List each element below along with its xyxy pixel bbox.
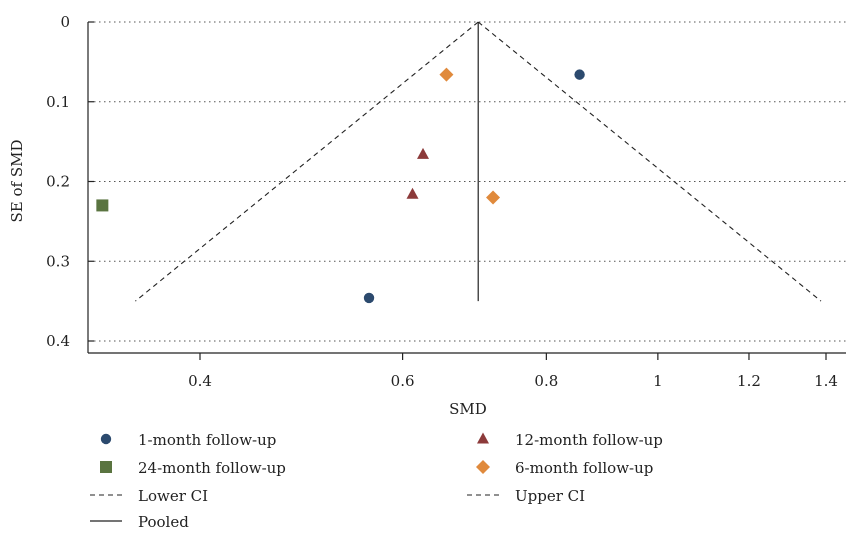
data-point-diamond — [486, 190, 501, 205]
x-tick-label: 1.4 — [814, 372, 838, 390]
legend-label: Lower CI — [138, 487, 208, 505]
legend-item: Pooled — [90, 513, 189, 531]
x-tick-label: 1.2 — [737, 372, 761, 390]
axes — [87, 22, 846, 354]
data-point-triangle — [417, 147, 430, 159]
legend-item: Upper CI — [467, 487, 585, 505]
data-point-circle — [574, 69, 585, 80]
x-tick-label: 0.8 — [534, 372, 558, 390]
legend-label: 24-month follow-up — [138, 459, 286, 477]
y-tick-label: 0.2 — [46, 173, 70, 191]
funnel-lines — [135, 21, 822, 302]
x-ticks: 0.4 0.6 0.8 1 1.2 1.4 — [188, 353, 838, 390]
data-point-diamond — [439, 67, 454, 82]
y-ticks: 0 0.1 0.2 0.3 0.4 — [46, 13, 94, 350]
data-point-triangle — [406, 187, 419, 199]
legend: 1-month follow-up 12-month follow-up 24-mo… — [90, 431, 663, 531]
legend-label: 12-month follow-up — [515, 431, 663, 449]
legend-label: Upper CI — [515, 487, 585, 505]
legend-label: 1-month follow-up — [138, 431, 276, 449]
legend-swatch-triangle — [477, 432, 489, 444]
y-axis-title: SE of SMD — [8, 139, 26, 222]
x-tick-label: 0.6 — [391, 372, 415, 390]
legend-label: 6-month follow-up — [515, 459, 653, 477]
y-tick-label: 0 — [60, 13, 70, 31]
x-tick-label: 0.4 — [188, 372, 212, 390]
legend-swatch-diamond — [476, 460, 490, 474]
y-tick-label: 0.1 — [46, 93, 70, 111]
legend-item: 12-month follow-up — [477, 431, 663, 449]
y-tick-label: 0.3 — [46, 252, 70, 270]
data-point-square — [96, 199, 109, 212]
legend-item: 6-month follow-up — [476, 459, 653, 477]
gridlines — [94, 21, 846, 342]
legend-item: 1-month follow-up — [100, 431, 276, 449]
data-points — [96, 67, 585, 304]
data-point-circle — [363, 292, 375, 304]
lower-ci-line — [135, 21, 479, 302]
x-tick-label: 1 — [653, 372, 663, 390]
y-tick-label: 0.4 — [46, 332, 70, 350]
legend-swatch-square — [100, 461, 112, 473]
legend-label: Pooled — [138, 513, 189, 531]
legend-swatch-circle — [100, 433, 112, 445]
legend-item: Lower CI — [90, 487, 208, 505]
upper-ci-line — [477, 21, 822, 302]
x-axis-title: SMD — [449, 400, 487, 418]
legend-item: 24-month follow-up — [100, 459, 286, 477]
